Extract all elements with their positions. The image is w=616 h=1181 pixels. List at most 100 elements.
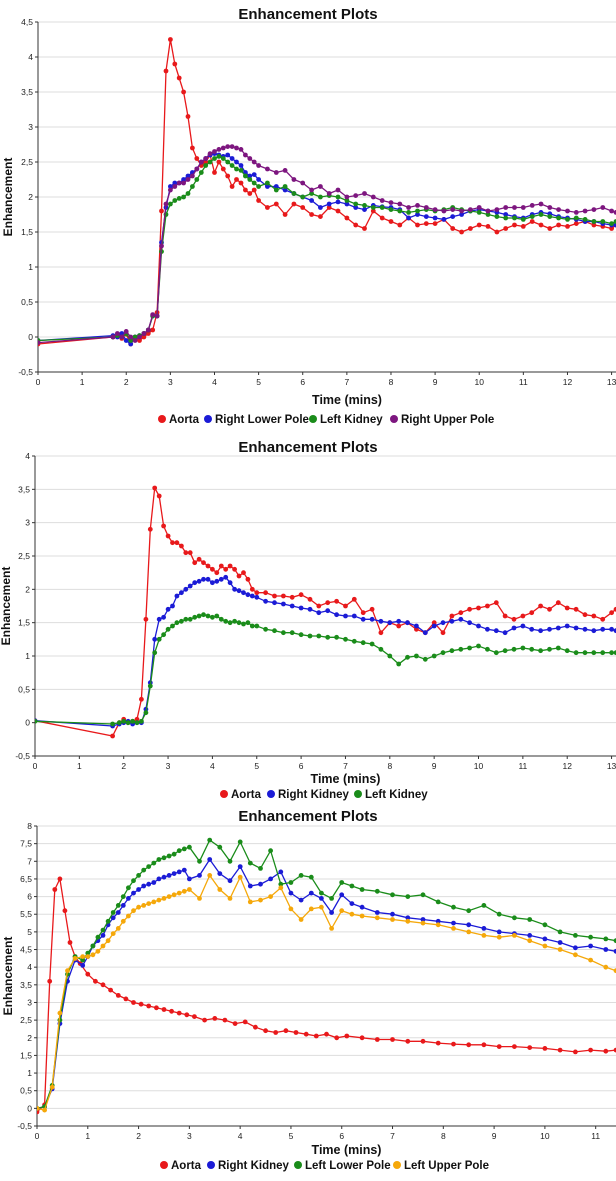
data-point xyxy=(170,603,175,609)
legend-marker xyxy=(390,415,398,423)
data-point xyxy=(256,198,261,203)
data-point xyxy=(303,1031,309,1037)
data-point xyxy=(388,207,394,213)
data-point xyxy=(405,894,411,899)
data-point xyxy=(119,334,125,340)
y-tick-label: 2 xyxy=(25,584,30,594)
data-point xyxy=(282,212,288,217)
x-axis-label: Time (mins) xyxy=(311,772,381,786)
data-point xyxy=(139,718,144,724)
data-point xyxy=(174,593,180,599)
data-point xyxy=(481,1042,487,1048)
data-point xyxy=(172,198,178,203)
data-point xyxy=(110,931,116,936)
data-point xyxy=(131,908,136,914)
data-point xyxy=(307,606,313,612)
data-point xyxy=(130,718,136,724)
data-point xyxy=(538,628,543,634)
data-point xyxy=(243,152,248,158)
y-tick-label: 1 xyxy=(28,262,33,272)
data-point xyxy=(582,612,588,618)
data-point xyxy=(369,616,375,622)
data-point xyxy=(503,205,509,210)
data-point xyxy=(556,215,561,221)
data-point xyxy=(309,191,314,196)
data-point xyxy=(374,888,380,894)
data-point xyxy=(125,885,131,891)
data-point xyxy=(397,208,403,214)
data-point xyxy=(282,187,288,193)
data-point xyxy=(190,173,195,179)
x-tick-label: 9 xyxy=(433,377,438,387)
data-point xyxy=(422,656,428,662)
data-point xyxy=(565,217,570,222)
data-point xyxy=(388,200,394,206)
data-point xyxy=(379,215,385,221)
data-point xyxy=(609,610,614,616)
y-tick-label: 3,5 xyxy=(18,484,30,494)
data-point xyxy=(128,341,134,347)
data-point xyxy=(300,194,306,200)
data-point xyxy=(218,576,224,582)
data-point xyxy=(520,645,526,651)
data-point xyxy=(203,159,209,165)
data-point xyxy=(232,586,238,592)
data-point xyxy=(243,173,248,179)
data-point xyxy=(494,207,500,213)
data-point xyxy=(405,654,410,660)
data-point xyxy=(374,910,380,915)
legend-label: Aorta xyxy=(231,789,262,801)
data-point xyxy=(378,618,384,624)
y-tick-label: 2,5 xyxy=(18,551,30,561)
data-point xyxy=(557,929,563,935)
data-point xyxy=(234,166,239,172)
legend-label: Left Lower Pole xyxy=(305,1160,391,1172)
data-point xyxy=(476,623,481,629)
data-point xyxy=(273,187,279,193)
y-tick-label: 5 xyxy=(27,927,32,937)
data-point xyxy=(603,936,609,942)
data-point xyxy=(476,210,482,215)
data-point xyxy=(232,1021,238,1026)
data-point xyxy=(251,172,257,178)
data-point xyxy=(329,910,334,915)
data-point xyxy=(329,896,334,901)
data-point xyxy=(362,207,367,213)
y-tick-label: 3,5 xyxy=(21,87,33,97)
data-point xyxy=(131,878,136,884)
legend-marker xyxy=(393,1161,401,1169)
data-point xyxy=(123,329,129,334)
data-point xyxy=(227,858,233,864)
data-point xyxy=(181,180,187,186)
data-point xyxy=(344,1033,350,1039)
data-point xyxy=(387,653,393,659)
data-point xyxy=(205,613,211,619)
legend-marker xyxy=(158,415,166,423)
x-tick-label: 3 xyxy=(168,377,173,387)
data-point xyxy=(247,177,253,182)
legend-label: Left Kidney xyxy=(365,789,428,801)
data-point xyxy=(493,650,499,656)
data-point xyxy=(80,957,86,963)
data-point xyxy=(247,191,253,196)
data-point xyxy=(396,623,402,629)
data-point xyxy=(108,987,113,993)
x-tick-label: 1 xyxy=(77,761,82,771)
data-point xyxy=(520,613,526,619)
data-point xyxy=(168,37,173,42)
data-point xyxy=(278,869,284,875)
data-point xyxy=(212,170,217,175)
y-tick-label: 1,5 xyxy=(20,1050,32,1060)
legend-item-aorta: Aorta xyxy=(220,789,262,801)
data-point xyxy=(159,243,164,249)
data-point xyxy=(325,608,331,614)
data-point xyxy=(222,1017,228,1023)
data-point xyxy=(288,880,294,885)
data-point xyxy=(298,605,304,611)
data-point xyxy=(467,645,472,651)
y-tick-label: 4 xyxy=(27,962,32,972)
data-point xyxy=(609,226,614,231)
data-point xyxy=(591,219,597,224)
chart-title: Enhancement Plots xyxy=(238,6,377,23)
